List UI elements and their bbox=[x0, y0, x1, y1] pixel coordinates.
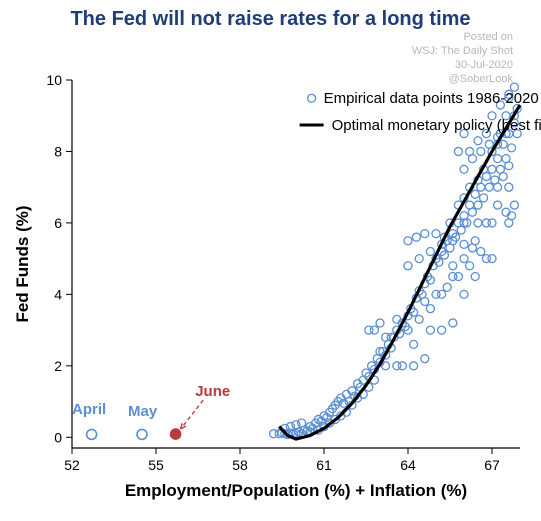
svg-text:52: 52 bbox=[64, 457, 80, 473]
legend-scatter-label: Empirical data points 1986-2020 bbox=[324, 90, 539, 107]
svg-text:67: 67 bbox=[484, 457, 500, 473]
svg-text:6: 6 bbox=[54, 215, 62, 231]
y-axis-label: Fed Funds (%) bbox=[13, 205, 32, 322]
legend-line-label: Optimal monetary policy (best fit) bbox=[332, 117, 541, 134]
svg-text:2: 2 bbox=[54, 358, 62, 374]
svg-text:8: 8 bbox=[54, 143, 62, 159]
x-axis-label: Employment/Population (%) + Inflation (%… bbox=[125, 481, 467, 500]
june-point bbox=[171, 429, 181, 439]
svg-text:64: 64 bbox=[400, 457, 416, 473]
svg-text:4: 4 bbox=[54, 286, 62, 302]
svg-text:0: 0 bbox=[54, 429, 62, 445]
legend-scatter-icon bbox=[308, 94, 316, 102]
april-label: April bbox=[72, 401, 106, 418]
fit-curve bbox=[279, 105, 520, 439]
april-point bbox=[87, 429, 97, 439]
svg-text:55: 55 bbox=[148, 457, 164, 473]
svg-text:58: 58 bbox=[232, 457, 248, 473]
scatter-points bbox=[270, 83, 522, 438]
june-arrow bbox=[181, 400, 204, 429]
svg-text:61: 61 bbox=[316, 457, 332, 473]
june-label: June bbox=[195, 383, 230, 400]
may-point bbox=[137, 429, 147, 439]
fed-funds-chart: { "title": {"text":"The Fed will not rai… bbox=[0, 0, 541, 521]
chart-svg: 52 55 58 61 64 67 0 2 4 6 8 10 April May June Empiric… bbox=[0, 0, 541, 521]
svg-text:10: 10 bbox=[46, 72, 62, 88]
may-label: May bbox=[128, 403, 158, 420]
